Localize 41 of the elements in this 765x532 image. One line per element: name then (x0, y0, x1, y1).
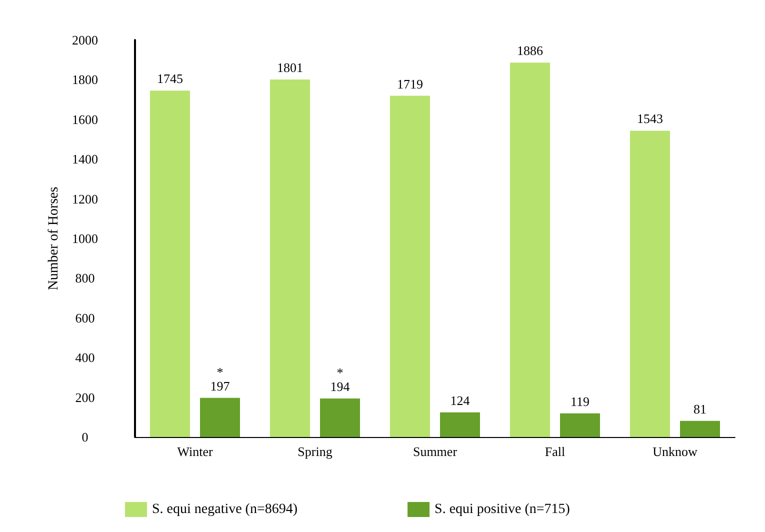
bar (560, 413, 600, 437)
bar (680, 420, 720, 437)
y-tick-label: 400 (75, 350, 95, 366)
legend-label: S. equi negative (n=8694) (152, 502, 298, 517)
y-tick-label: 200 (75, 390, 95, 405)
data-label: 194 (330, 378, 350, 394)
bar (200, 398, 240, 437)
data-label: 81 (694, 401, 706, 416)
bar (630, 130, 670, 437)
bar (440, 412, 480, 437)
y-tick-label: 600 (75, 310, 95, 326)
y-tick-label: 2000 (72, 32, 98, 48)
x-tick-label: Fall (544, 444, 566, 459)
x-tick-label: Summer (412, 444, 458, 459)
data-label: 1801 (277, 60, 303, 75)
bar (390, 96, 430, 437)
y-tick-label: 1000 (72, 231, 98, 246)
bar (270, 80, 310, 437)
data-label: 197 (210, 378, 230, 394)
bar (320, 398, 360, 437)
y-tick-label: 800 (75, 270, 95, 286)
data-label: 124 (450, 392, 470, 408)
data-label: 1719 (397, 76, 423, 92)
y-axis-title: Number of Horses (46, 186, 62, 290)
x-tick-label: Winter (177, 444, 214, 459)
bar (510, 62, 550, 437)
data-label: 119 (570, 394, 590, 409)
x-tick-label: Spring (298, 444, 333, 459)
x-tick-label: Unknow (652, 444, 698, 459)
data-label: 1886 (517, 43, 544, 58)
y-tick-label: 1200 (72, 191, 98, 206)
data-label: 1745 (157, 71, 183, 86)
y-tick-label: 1400 (72, 152, 98, 167)
annotation: * (216, 364, 224, 380)
annotation: * (336, 364, 344, 380)
y-tick-label: 1600 (72, 112, 98, 127)
y-tick-label: 1800 (72, 72, 98, 88)
y-tick-label: 0 (82, 430, 88, 444)
data-label: 1543 (637, 111, 663, 126)
legend-label: S. equi positive (n=715) (434, 502, 570, 517)
bar (150, 90, 190, 437)
